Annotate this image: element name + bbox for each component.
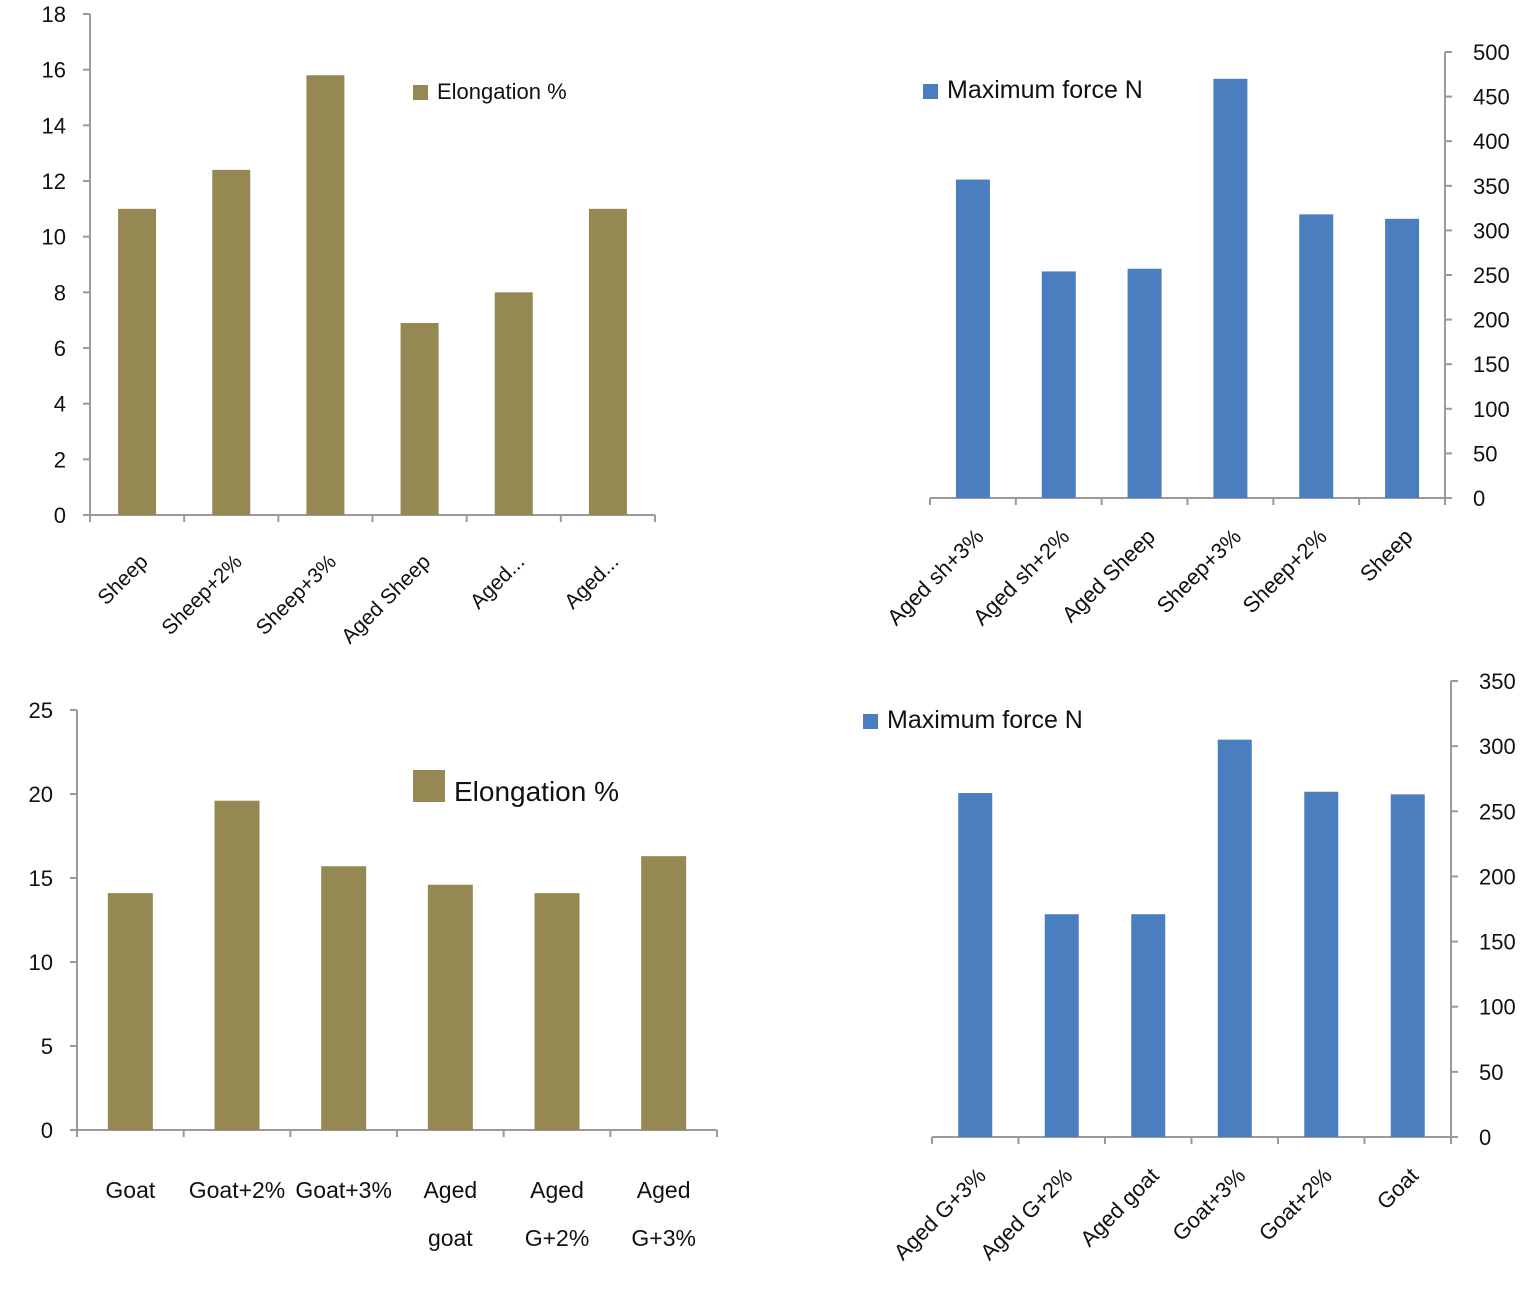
legend-swatch (923, 84, 938, 99)
legend-label: Maximum force N (887, 706, 1083, 734)
x-tick-label: Sheep+3% (1152, 524, 1246, 618)
y-tick-label: 350 (1473, 174, 1510, 199)
bar (107, 893, 153, 1130)
y-tick-label: 500 (1473, 40, 1510, 65)
bar (641, 856, 687, 1130)
y-tick-label: 0 (41, 1118, 53, 1143)
y-tick-label: 200 (1479, 864, 1516, 889)
y-tick-label: 300 (1479, 734, 1516, 759)
legend-swatch (863, 714, 878, 729)
y-tick-label: 100 (1479, 995, 1516, 1020)
bar (1299, 214, 1334, 498)
legend: Elongation % (413, 79, 567, 104)
bar (118, 208, 157, 516)
y-tick-label: 10 (42, 225, 66, 250)
y-tick-label: 10 (29, 950, 53, 975)
legend-label: Elongation % (437, 79, 567, 104)
bar (534, 893, 580, 1130)
chart-max-force-goat: 0 50 100 150 200 250 300 350 Aged G+3%Aged G+2%A… (863, 669, 1516, 1265)
bar (494, 292, 533, 515)
bar (1213, 78, 1248, 498)
x-tick-label: Sheep (93, 550, 152, 609)
y-tick-label: 0 (1473, 486, 1485, 511)
y-tick-label: 0 (54, 503, 66, 528)
y-tick-label: 4 (54, 392, 66, 417)
bar (958, 793, 993, 1137)
y-tick-label: 14 (42, 113, 66, 138)
y-tick-label: 250 (1479, 799, 1516, 824)
x-tick-label: Goat (105, 1177, 155, 1203)
legend-label: Maximum force N (947, 76, 1143, 104)
y-tick-label: 400 (1473, 129, 1510, 154)
bar (1385, 218, 1420, 498)
x-tick-label: Goat+3% (295, 1177, 392, 1203)
y-tick-label: 25 (29, 698, 53, 723)
bar (427, 884, 473, 1130)
y-tick-label: 150 (1473, 352, 1510, 377)
x-tick-label: Sheep+3% (252, 550, 341, 639)
bar (212, 169, 251, 515)
bar (306, 75, 345, 515)
x-tick-label: Sheep+2% (1238, 524, 1332, 618)
bar (1041, 271, 1076, 498)
bar (1390, 794, 1425, 1137)
y-tick-label: 15 (29, 866, 53, 891)
y-tick-label: 250 (1473, 263, 1510, 288)
y-tick-label: 20 (29, 782, 53, 807)
x-tick-label: Sheep+2% (157, 550, 246, 639)
legend: Maximum force N (923, 76, 1143, 104)
bar (1127, 268, 1162, 498)
x-tick-label: Goat+2% (189, 1177, 286, 1203)
y-tick-label: 350 (1479, 669, 1516, 694)
x-tick-label: Aged goat (423, 1177, 477, 1251)
bar (1131, 914, 1166, 1137)
x-tick-label: Aged G+3% (889, 1163, 991, 1265)
y-tick-label: 5 (41, 1034, 53, 1059)
legend: Maximum force N (863, 706, 1083, 734)
bar (400, 322, 439, 515)
bar (1044, 914, 1079, 1137)
y-tick-label: 450 (1473, 85, 1510, 110)
x-tick-label: Aged G+2% (525, 1177, 590, 1251)
x-tick-label: Aged goat (1075, 1163, 1164, 1252)
x-tick-label: Aged Sheep (1057, 524, 1160, 627)
legend-swatch (413, 770, 445, 802)
x-tick-label: Aged G+2% (975, 1163, 1077, 1265)
y-tick-label: 8 (54, 280, 66, 305)
y-tick-label: 300 (1473, 218, 1510, 243)
bar (1304, 791, 1339, 1137)
bar (588, 208, 627, 516)
y-tick-label: 100 (1473, 397, 1510, 422)
x-tick-label: Aged Sheep (337, 550, 435, 648)
bar (214, 800, 260, 1130)
y-tick-label: 50 (1473, 441, 1497, 466)
y-tick-label: 2 (54, 447, 66, 472)
x-tick-label: Sheep (1355, 524, 1418, 587)
y-tick-label: 200 (1473, 308, 1510, 333)
x-tick-label: Aged... (560, 550, 623, 613)
y-tick-label: 18 (42, 2, 66, 27)
bar (1217, 739, 1252, 1137)
y-tick-label: 6 (54, 336, 66, 361)
x-tick-label: Goat+3% (1167, 1163, 1250, 1246)
legend-label: Elongation % (454, 776, 619, 807)
bar (955, 179, 990, 498)
bar (321, 866, 367, 1130)
x-tick-label: Aged G+3% (631, 1177, 696, 1251)
x-tick-label: Goat (1372, 1163, 1423, 1214)
x-tick-label: Goat+2% (1254, 1163, 1337, 1246)
y-tick-label: 0 (1479, 1125, 1491, 1150)
y-tick-label: 150 (1479, 930, 1516, 955)
y-tick-label: 16 (42, 58, 66, 83)
chart-elongation-goat: 0 5 10 15 20 25 Goat Goat+2% Goat+3% Aged goat Aged… (29, 698, 718, 1251)
y-tick-label: 50 (1479, 1060, 1503, 1085)
legend-swatch (413, 85, 428, 100)
x-tick-label: Aged... (466, 550, 529, 613)
legend: Elongation % (413, 770, 619, 807)
y-tick-label: 12 (42, 169, 66, 194)
